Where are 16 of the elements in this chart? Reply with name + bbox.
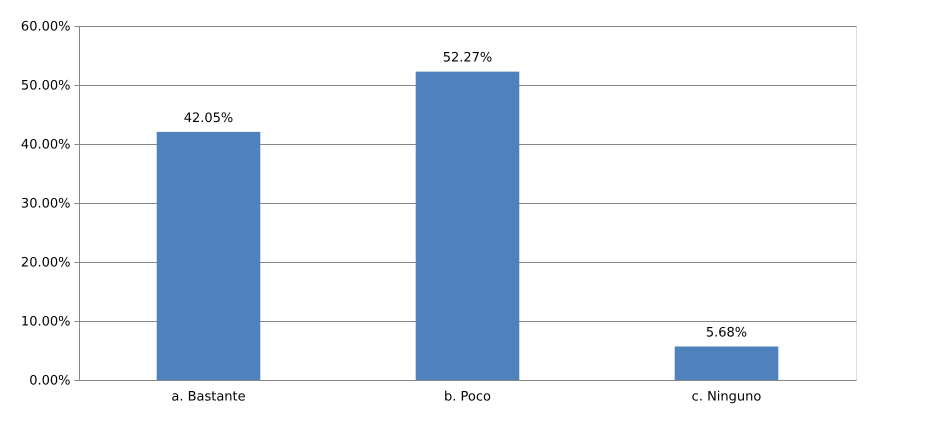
y-tick-label: 40.00%	[20, 138, 70, 152]
y-tick-label: 10.00%	[20, 314, 70, 330]
y-tick-label: 30.00%	[20, 196, 70, 212]
y-tick-label: 50.00%	[20, 78, 70, 94]
data-label: 42.05%	[184, 110, 234, 126]
x-tick-label: b. Poco	[444, 390, 492, 404]
bar	[674, 346, 778, 380]
y-tick-label: 20.00%	[20, 256, 70, 270]
data-label: 5.68%	[706, 325, 748, 340]
bar	[156, 132, 260, 380]
y-tick-label: 60.00%	[20, 20, 70, 34]
x-tick-label: c. Ninguno	[692, 390, 762, 404]
x-tick-label: a. Bastante	[171, 390, 246, 404]
bar	[416, 72, 520, 380]
y-tick-label: 0.00%	[29, 374, 70, 388]
data-label: 52.27%	[442, 50, 492, 66]
